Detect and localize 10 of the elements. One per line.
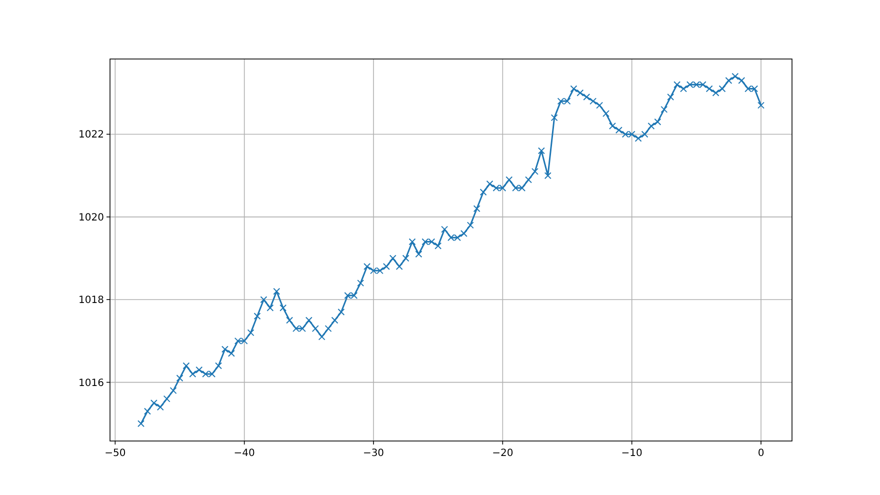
x-tick-label: −50 — [104, 448, 126, 459]
x-tick-label: −30 — [362, 448, 384, 459]
y-tick-label: 1020 — [78, 212, 104, 224]
x-tick-label: −40 — [234, 448, 255, 459]
x-tick-label: 0 — [758, 448, 764, 459]
y-tick-label: 1022 — [78, 130, 104, 141]
x-tick-label: −10 — [621, 448, 642, 459]
y-tick-label: 1018 — [78, 295, 104, 306]
x-tick-label: −20 — [492, 448, 514, 459]
y-tick-label: 1016 — [78, 378, 104, 389]
